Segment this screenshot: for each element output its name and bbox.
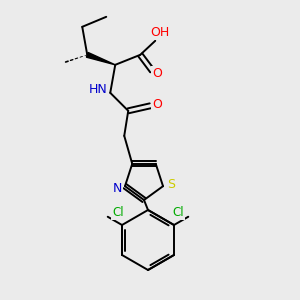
Text: HN: HN xyxy=(89,83,108,96)
Text: N: N xyxy=(112,182,122,195)
Text: O: O xyxy=(152,67,162,80)
Text: OH: OH xyxy=(151,26,170,39)
Text: Cl: Cl xyxy=(112,206,124,219)
Text: O: O xyxy=(152,98,162,111)
Text: S: S xyxy=(167,178,175,191)
Text: Cl: Cl xyxy=(172,206,184,219)
Polygon shape xyxy=(86,52,115,65)
